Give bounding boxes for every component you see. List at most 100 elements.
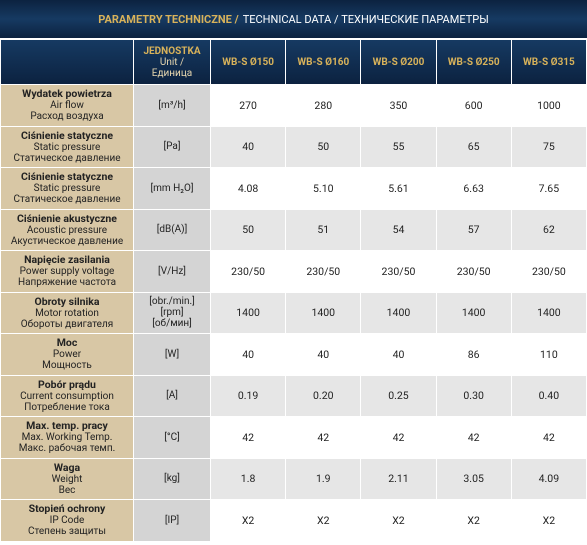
row-value: X2 xyxy=(211,500,286,541)
row-value: 40 xyxy=(361,334,436,375)
row-unit-line: [mm H₂O] xyxy=(150,182,194,194)
row-value: 1400 xyxy=(361,292,436,333)
row-label-line: Обороты двигателя xyxy=(20,318,114,330)
row-value: 6.63 xyxy=(436,168,511,209)
row-value: 7.65 xyxy=(511,168,586,209)
title-bar: PARAMETRY TECHNICZNE / TECHNICAL DATA / … xyxy=(0,0,587,38)
row-value: 42 xyxy=(211,417,286,458)
row-label-line: Waga xyxy=(53,460,81,474)
row-value: 62 xyxy=(511,209,586,250)
row-label-line: Moc xyxy=(56,336,78,350)
row-label-line: Статическое давление xyxy=(13,152,121,164)
row-label-line: Вес xyxy=(58,484,76,496)
row-label: Wydatek powietrza Air flow Расход воздуха xyxy=(1,85,133,126)
row-unit-line: [об/мин] xyxy=(152,318,192,330)
row-value: 40 xyxy=(211,334,286,375)
row-value: 350 xyxy=(361,85,436,126)
row-label-line: Макс. рабочая темп. xyxy=(18,443,116,455)
row-unit-line: [rpm] xyxy=(160,307,184,319)
row-label: Stopień ochrony IP Code Степень защиты xyxy=(1,500,133,541)
header-model: WB-S Ø315 xyxy=(511,40,586,84)
row-unit-line: [kg] xyxy=(164,473,180,485)
row-value: 0.40 xyxy=(511,375,586,416)
row-value: 54 xyxy=(361,209,436,250)
row-value: 230/50 xyxy=(286,251,361,292)
row-label: Pobór prądu Current consumption Потреблени… xyxy=(1,375,133,416)
row-label-line: Static pressure xyxy=(33,141,101,153)
row-label-line: Max. temp. pracy xyxy=(26,419,108,433)
row-value: 230/50 xyxy=(511,251,586,292)
row-value: X2 xyxy=(511,500,586,541)
row-label-line: Acoustic pressure xyxy=(26,224,108,236)
header-model: WB-S Ø160 xyxy=(286,40,361,84)
row-unit: [obr./min.] [rpm] [об/мин] xyxy=(134,292,210,333)
row-unit: [dB(A)] xyxy=(134,209,210,250)
row-label-line: IP Code xyxy=(49,515,85,527)
row-value: 42 xyxy=(286,417,361,458)
row-value: X2 xyxy=(361,500,436,541)
header-unit-line: Unit / xyxy=(159,56,185,68)
row-unit-line: [Pa] xyxy=(163,141,181,153)
row-label-line: Max. Working Temp. xyxy=(21,432,113,444)
row-label-line: Stopień ochrony xyxy=(28,502,106,516)
row-label-line: Pobór prądu xyxy=(38,377,96,391)
row-unit-line: [dB(A)] xyxy=(156,224,188,236)
row-value: 40 xyxy=(286,334,361,375)
row-unit-line: [W] xyxy=(164,348,180,360)
row-label: Moc Power Мощность xyxy=(1,334,133,375)
spec-row: Obroty silnika Motor rotation Обороты двиг… xyxy=(1,292,586,333)
spec-row: Wydatek powietrza Air flow Расход воздуха [… xyxy=(1,85,586,126)
header-model: WB-S Ø150 xyxy=(211,40,286,84)
row-unit: [V/Hz] xyxy=(134,251,210,292)
row-value: 230/50 xyxy=(361,251,436,292)
row-unit-line: [m³/h] xyxy=(158,99,186,111)
row-label-line: Потребление тока xyxy=(24,401,110,413)
header-unit: JEDNOSTKA Unit / Единица xyxy=(134,40,210,84)
row-unit: [Pa] xyxy=(134,126,210,167)
row-label: Ciśnienie statyczne Static pressure Статич… xyxy=(1,126,133,167)
row-label-line: Ciśnienie statyczne xyxy=(20,128,114,142)
row-unit: [m³/h] xyxy=(134,85,210,126)
spec-row: Max. temp. pracy Max. Working Temp. Макс. … xyxy=(1,417,586,458)
row-label-line: Power supply voltage xyxy=(19,266,115,278)
row-label: Ciśnienie statyczne Static pressure Статич… xyxy=(1,168,133,209)
row-value: 0.25 xyxy=(361,375,436,416)
row-label-line: Power xyxy=(52,349,82,361)
row-label: Waga Weight Вес xyxy=(1,458,133,499)
row-unit: [A] xyxy=(134,375,210,416)
spec-row: Ciśnienie statyczne Static pressure Статич… xyxy=(1,168,586,209)
row-unit-line: [°C] xyxy=(164,431,180,443)
row-value: 55 xyxy=(361,126,436,167)
title-rest: TECHNICAL DATA / ТЕХНИЧЕСКИЕ ПАРАМЕТРЫ xyxy=(242,12,489,26)
row-value: 110 xyxy=(511,334,586,375)
row-value: 0.19 xyxy=(211,375,286,416)
row-label-line: Napięcie zasilania xyxy=(24,253,110,267)
header-row: JEDNOSTKA Unit / Единица WB-S Ø150 WB-S Ø160… xyxy=(1,40,586,84)
header-unit-line: JEDNOSTKA xyxy=(143,45,201,57)
spec-row: Moc Power Мощность [W] 40 40 40 86 110 xyxy=(1,334,586,375)
row-value: 50 xyxy=(286,126,361,167)
row-value: 2.11 xyxy=(361,458,436,499)
row-value: 40 xyxy=(211,126,286,167)
row-label-line: Статическое давление xyxy=(13,194,121,206)
row-value: 230/50 xyxy=(436,251,511,292)
row-label: Obroty silnika Motor rotation Обороты двиг… xyxy=(1,292,133,333)
row-label-line: Static pressure xyxy=(33,183,101,195)
row-label: Napięcie zasilania Power supply voltage На… xyxy=(1,251,133,292)
row-label-line: Obroty silnika xyxy=(34,294,100,308)
row-value: 1400 xyxy=(286,292,361,333)
spec-table: JEDNOSTKA Unit / Единица WB-S Ø150 WB-S Ø160… xyxy=(0,39,587,542)
row-label-line: Напряжение частота xyxy=(17,277,117,289)
row-value: 270 xyxy=(211,85,286,126)
row-label-line: Weight xyxy=(51,473,83,485)
row-value: 5.10 xyxy=(286,168,361,209)
row-unit: [W] xyxy=(134,334,210,375)
row-unit: [mm H₂O] xyxy=(134,168,210,209)
row-label-line: Мощность xyxy=(42,360,92,372)
row-label: Ciśnienie akustyczne Acoustic pressure Аку… xyxy=(1,209,133,250)
row-value: 600 xyxy=(436,85,511,126)
row-label-line: Wydatek powietrza xyxy=(22,87,112,101)
title-pl: PARAMETRY TECHNICZNE / xyxy=(98,12,239,26)
row-value: 4.09 xyxy=(511,458,586,499)
